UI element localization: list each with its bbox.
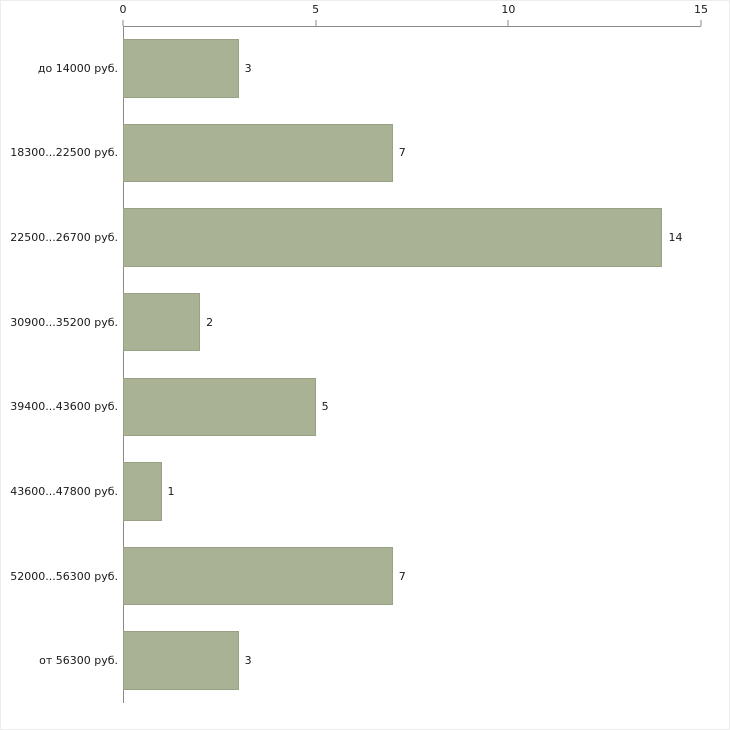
x-tick-mark [122, 20, 124, 26]
x-tick-label: 10 [501, 3, 516, 16]
bar [123, 123, 393, 183]
chart-row: 52000...56300 руб. 7 [10, 534, 701, 619]
category-label: 39400...43600 руб. [10, 400, 118, 414]
chart-row: 30900...35200 руб. 2 [10, 280, 701, 365]
x-tick-label: 5 [312, 3, 320, 16]
bar [123, 546, 393, 606]
chart-row: 22500...26700 руб. 14 [10, 195, 701, 280]
bar [123, 462, 162, 521]
chart-row: 39400...43600 руб. 5 [10, 365, 701, 450]
value-label: 5 [321, 400, 329, 414]
category-label: 52000...56300 руб. [10, 569, 118, 583]
value-label: 7 [398, 569, 406, 583]
value-label: 1 [167, 484, 175, 498]
value-label: 14 [668, 231, 683, 245]
chart-row: 43600...47800 руб. 1 [10, 449, 701, 534]
chart-row: до 14000 руб. 3 [38, 26, 701, 111]
chart-row: 18300...22500 руб. 7 [10, 111, 701, 196]
bar [123, 208, 663, 267]
category-label: 30900...35200 руб. [10, 315, 118, 329]
bar [123, 39, 239, 98]
value-label: 7 [398, 146, 406, 160]
category-label: 43600...47800 руб. [10, 484, 118, 498]
category-label: 18300...22500 руб. [10, 146, 118, 160]
value-label: 3 [244, 654, 252, 668]
x-tick-mark [700, 20, 702, 26]
x-axis: 0 5 10 15 [119, 1, 708, 26]
category-label: 22500...26700 руб. [10, 231, 118, 245]
y-axis-line [123, 26, 124, 703]
x-tick-label: 0 [119, 3, 127, 16]
bar [123, 292, 201, 352]
category-label: от 56300 руб. [39, 654, 118, 668]
plot-area: до 14000 руб. 3 18300...22500 руб. 7 22500..… [10, 26, 701, 703]
x-tick-label: 15 [694, 3, 708, 16]
x-tick-mark [507, 20, 509, 26]
value-label: 3 [244, 61, 252, 75]
x-axis-line [123, 26, 701, 27]
category-label: до 14000 руб. [37, 61, 118, 75]
x-tick-mark [315, 20, 317, 26]
value-label: 2 [206, 315, 214, 329]
bar [123, 631, 239, 690]
chart-row: от 56300 руб. 3 [39, 618, 701, 703]
bar [123, 377, 316, 436]
